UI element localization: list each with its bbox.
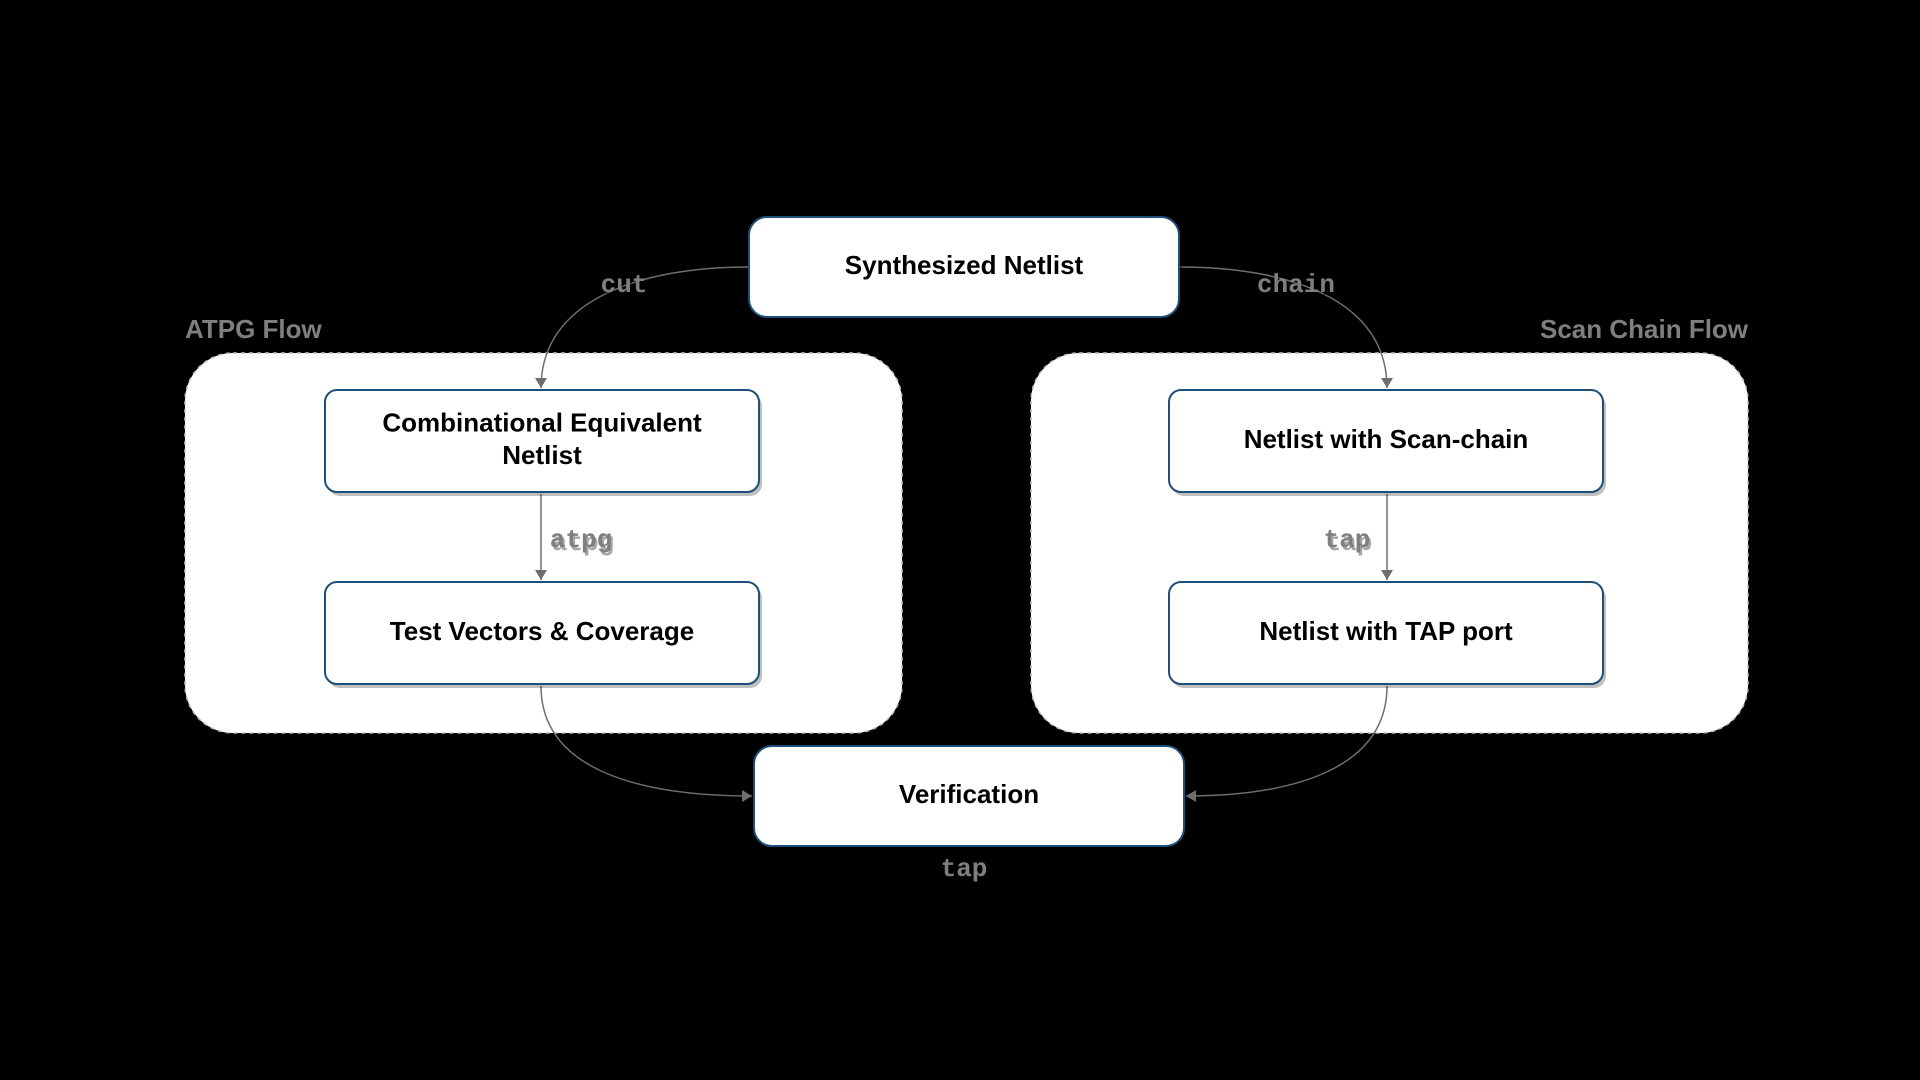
edge-label-cut: cut xyxy=(601,270,648,300)
node-vectors-text-0: Test Vectors & Coverage xyxy=(390,616,694,646)
edge-label-chain: chain xyxy=(1257,270,1335,300)
flow-diagram: ATPG FlowScan Chain Flowcutcutchainchain… xyxy=(0,0,1920,1080)
atpg-flow-label: ATPG Flow xyxy=(185,314,323,344)
node-comb-text-0: Combinational Equivalent xyxy=(382,408,702,438)
node-tapport-text-0: Netlist with TAP port xyxy=(1259,616,1513,646)
node-scanchn-text-0: Netlist with Scan-chain xyxy=(1244,424,1529,454)
scan-flow-label: Scan Chain Flow xyxy=(1540,314,1749,344)
node-synth-text-0: Synthesized Netlist xyxy=(845,250,1084,280)
edge-label-atpg: atpg xyxy=(550,525,612,555)
node-verify-text-0: Verification xyxy=(899,779,1039,809)
node-comb-text-1: Netlist xyxy=(502,440,582,470)
edge-label-tap: tap xyxy=(1324,525,1371,555)
edge-label-tap-bottom: tap xyxy=(941,854,988,884)
